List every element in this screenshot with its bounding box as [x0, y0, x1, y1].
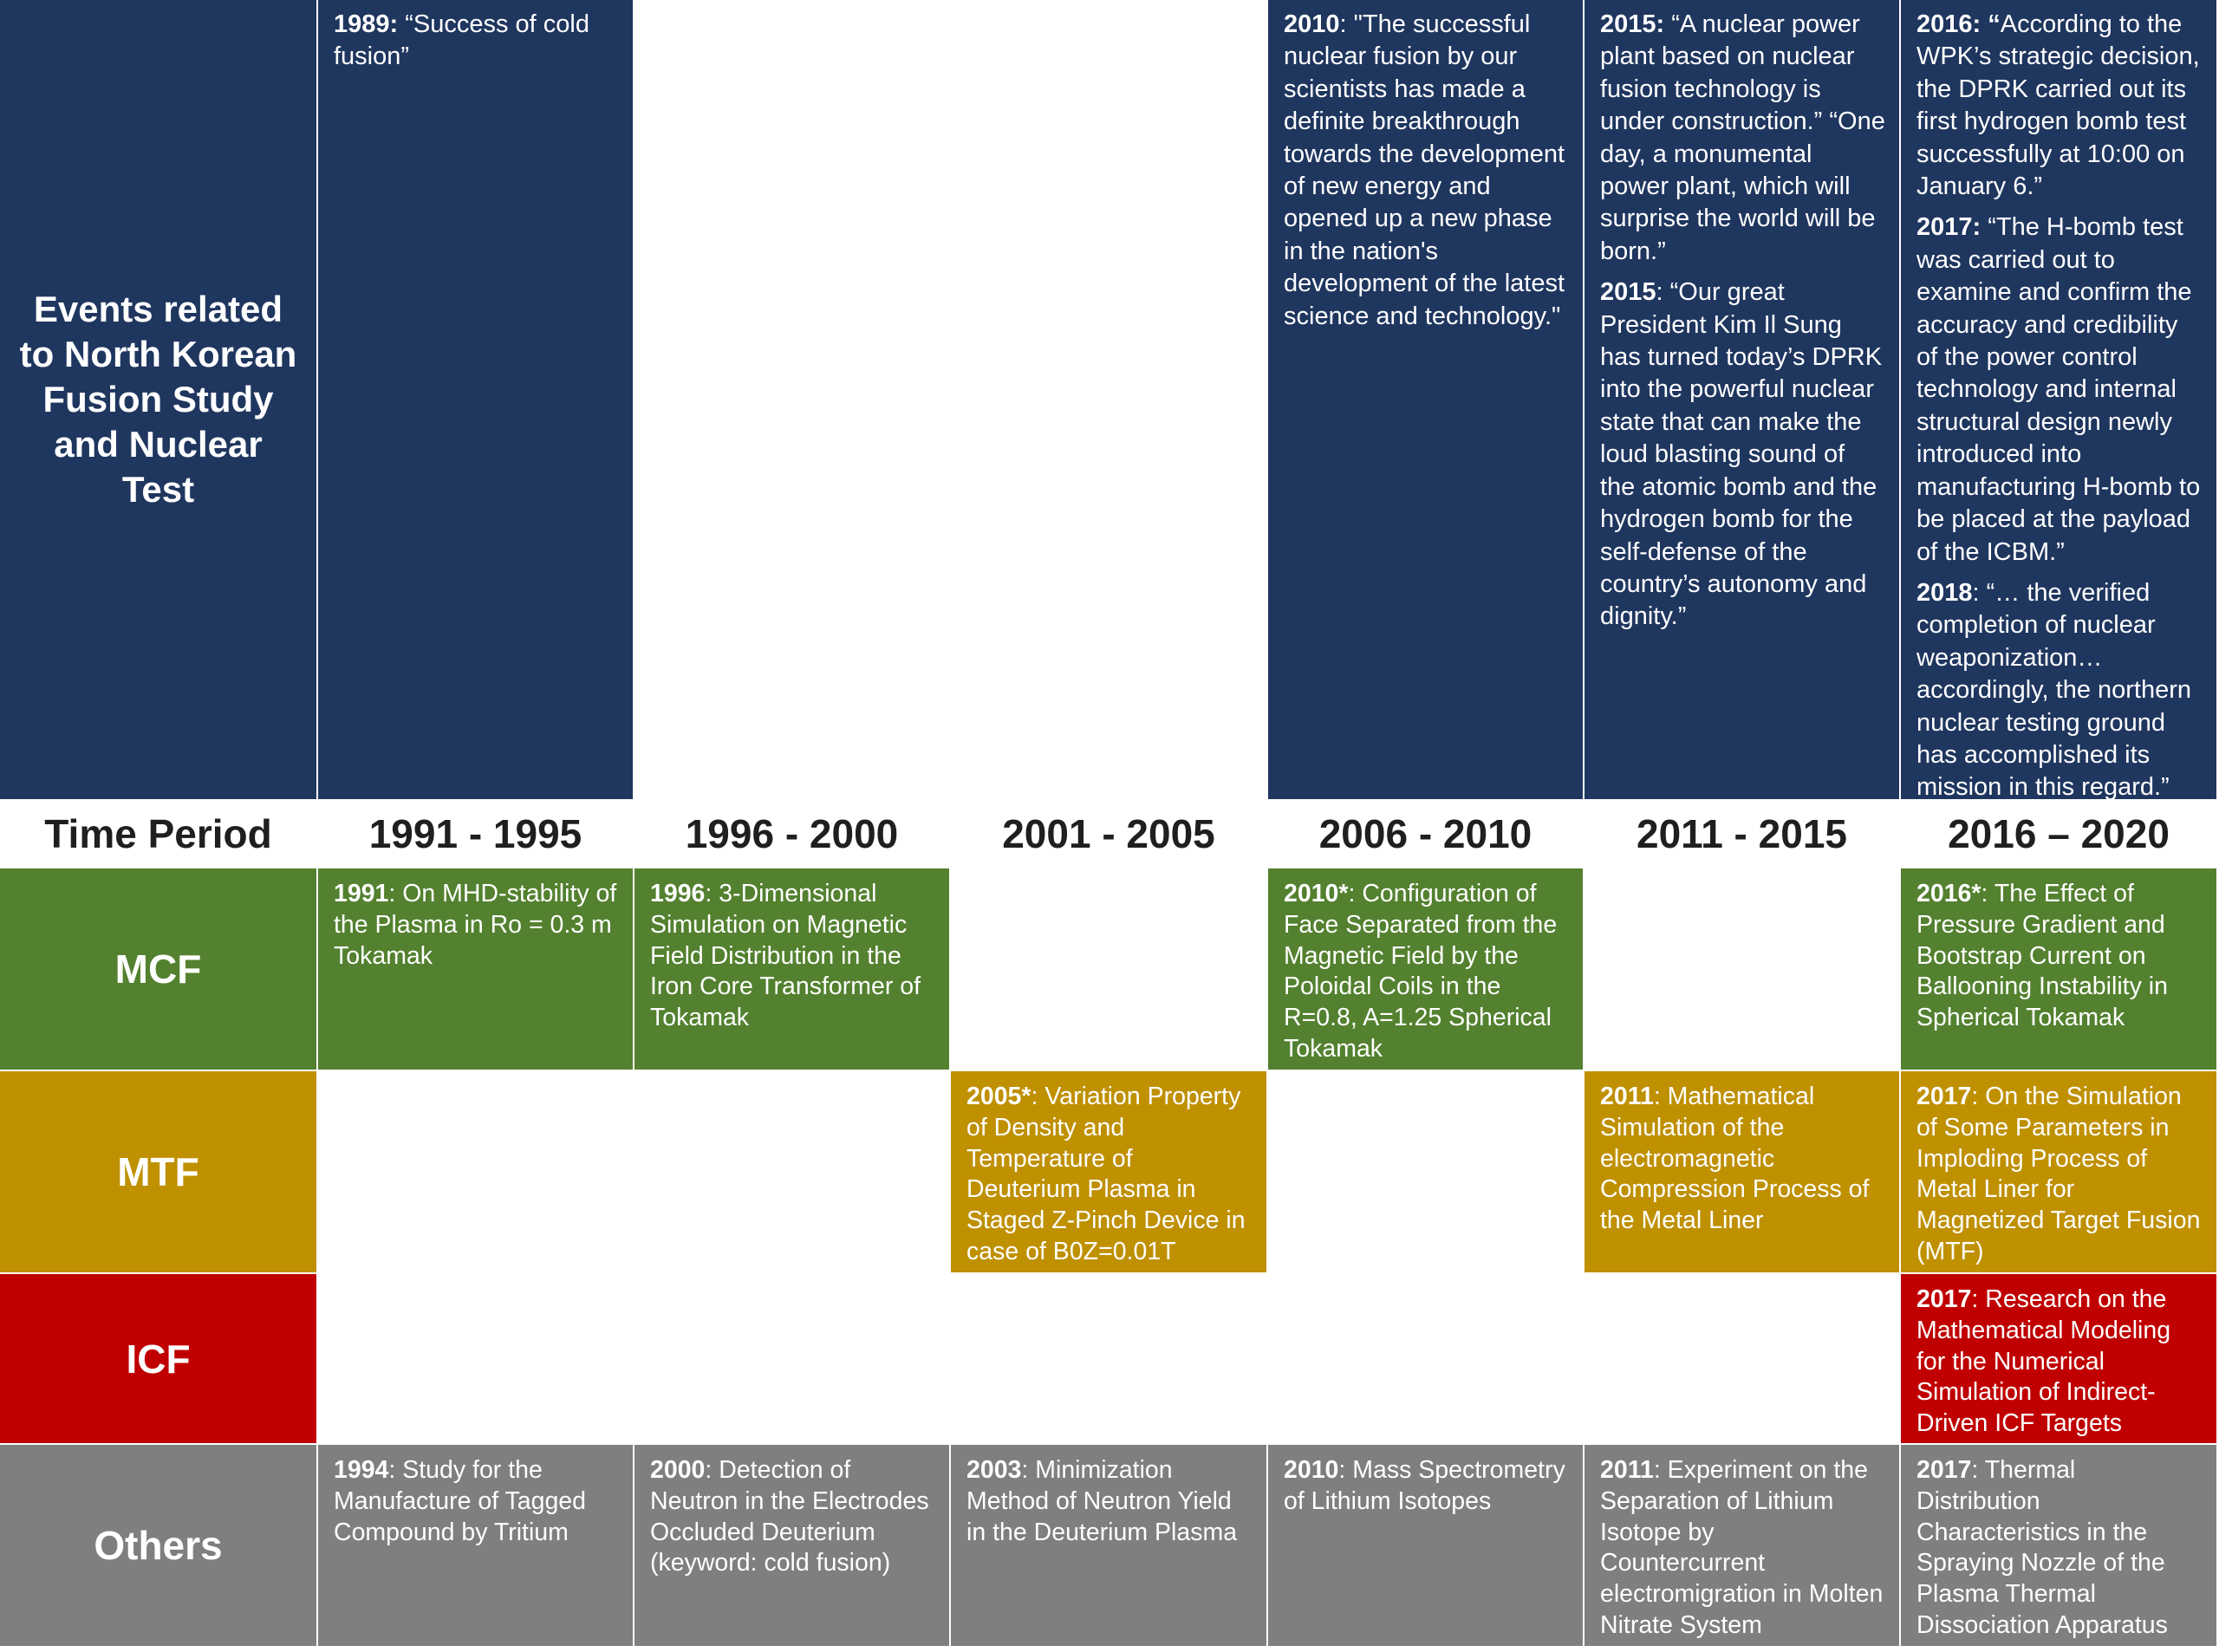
entry-text: : Variation Property of Density and Temp… [966, 1083, 1246, 1265]
entry-year: 2005* [966, 1083, 1031, 1110]
entry-year: 2015: [1600, 10, 1665, 38]
mcf-cell-1: 1991: On MHD-stability of the Plasma in … [318, 868, 633, 1070]
event-entry: 2016: “According to the WPK’s strategic … [1916, 9, 2203, 203]
period-header-5: 2011 - 2015 [1585, 801, 1899, 867]
mtf-cell-3: 2005*: Variation Property of Density and… [951, 1071, 1266, 1272]
entry-year: 2010 [1284, 1456, 1339, 1484]
entry-year: 1996 [650, 880, 706, 907]
event-entry: 2018: “… the verified completion of nucl… [1916, 577, 2203, 799]
mcf-cell-4: 2010*: Configuration of Face Separated f… [1268, 868, 1583, 1070]
event-entry: 2017: “The H-bomb test was carried out t… [1916, 211, 2203, 568]
entry-year: 2016* [1916, 880, 1981, 907]
entry-year: 1989: [334, 10, 399, 38]
others-cell-1: 1994: Study for the Manufacture of Tagge… [318, 1445, 633, 1646]
entry-text: : "The successful nuclear fusion by our … [1284, 10, 1565, 330]
mcf-cell-6: 2016*: The Effect of Pressure Gradient a… [1901, 868, 2216, 1070]
others-cell-3: 2003: Minimization Method of Neutron Yie… [951, 1445, 1266, 1646]
entry-text: : On MHD-stability of the Plasma in Ro =… [334, 880, 617, 970]
entry-year: 1991 [334, 880, 389, 907]
entry-year: 2010 [1284, 10, 1340, 38]
period-header-1: 1991 - 1995 [318, 801, 633, 867]
entry-year: 2018 [1916, 578, 1973, 607]
mcf-row-label: MCF [0, 868, 316, 1070]
entry-year: 2017 [1916, 1083, 1972, 1110]
entry-text: According to the WPK’s strategic decisio… [1916, 10, 2200, 201]
others-cell-4: 2010: Mass Spectrometry of Lithium Isoto… [1268, 1445, 1583, 1646]
mtf-cell-6: 2017: On the Simulation of Some Paramete… [1901, 1071, 2216, 1272]
events-cell-4: 2010: "The successful nuclear fusion by … [1268, 0, 1583, 799]
entry-year: 2017: [1916, 213, 1981, 242]
events-row-label: Events related to North Korean Fusion St… [0, 0, 316, 799]
mcf-cell-2: 1996: 3-Dimensional Simulation on Magnet… [634, 868, 949, 1070]
entry-text: : Configuration of Face Separated from t… [1284, 880, 1558, 1063]
others-cell-2: 2000: Detection of Neutron in the Electr… [634, 1445, 949, 1646]
icf-cell-6: 2017: Research on the Mathematical Model… [1901, 1274, 2216, 1443]
event-entry: 1989: “Success of cold fusion” [334, 9, 619, 74]
entry-text: “A nuclear power plant based on nuclear … [1600, 10, 1885, 265]
time-period-label: Time Period [0, 801, 316, 867]
events-cell-6: 2016: “According to the WPK’s strategic … [1901, 0, 2216, 799]
entry-text: : 3-Dimensional Simulation on Magnetic F… [650, 880, 921, 1032]
entry-text: : Mathematical Simulation of the electro… [1600, 1083, 1870, 1235]
entry-text: “The H-bomb test was carried out to exam… [1916, 213, 2201, 566]
entry-text: : Study for the Manufacture of Tagged Co… [334, 1456, 587, 1546]
entry-text: : Minimization Method of Neutron Yield i… [966, 1456, 1238, 1546]
mtf-row-label: MTF [0, 1071, 316, 1272]
entry-text: : Detection of Neutron in the Electrodes… [650, 1456, 929, 1577]
entry-year: 2017 [1916, 1285, 1972, 1313]
entry-text: : Mass Spectrometry of Lithium Isotopes [1284, 1456, 1565, 1515]
period-header-3: 2001 - 2005 [951, 801, 1266, 867]
entry-year: 2003 [966, 1456, 1022, 1484]
entry-text: : “… the verified completion of nuclear … [1916, 578, 2192, 799]
entry-year: 1994 [334, 1456, 389, 1484]
entry-year: 2015 [1600, 278, 1656, 307]
entry-text: “Success of cold fusion” [334, 10, 589, 71]
events-cell-1: 1989: “Success of cold fusion” [318, 0, 633, 799]
others-row-label: Others [0, 1445, 316, 1646]
entry-year: 2000 [650, 1456, 706, 1484]
entry-year: 2017 [1916, 1456, 1972, 1484]
entry-text: : “Our great President Kim Il Sung has t… [1600, 278, 1883, 631]
entry-text: : Thermal Distribution Characteristics i… [1916, 1456, 2168, 1639]
event-entry: 2015: “Our great President Kim Il Sung h… [1600, 276, 1885, 633]
entry-year: 2011 [1600, 1083, 1654, 1110]
event-entry: 2010: "The successful nuclear fusion by … [1284, 9, 1569, 333]
entry-year: 2011 [1600, 1456, 1654, 1484]
icf-row-label: ICF [0, 1274, 316, 1443]
mtf-cell-5: 2011: Mathematical Simulation of the ele… [1585, 1071, 1899, 1272]
period-header-2: 1996 - 2000 [634, 801, 949, 867]
entry-text: : On the Simulation of Some Parameters i… [1916, 1083, 2201, 1265]
entry-year: 2016: “ [1916, 10, 2001, 38]
others-cell-5: 2011: Experiment on the Separation of Li… [1585, 1445, 1899, 1646]
entry-text: : The Effect of Pressure Gradient and Bo… [1916, 880, 2168, 1032]
entry-text: : Experiment on the Separation of Lithiu… [1600, 1456, 1884, 1639]
entry-year: 2010* [1284, 880, 1349, 907]
period-header-6: 2016 – 2020 [1901, 801, 2216, 867]
entry-text: : Research on the Mathematical Modeling … [1916, 1285, 2171, 1438]
events-cell-5: 2015: “A nuclear power plant based on nu… [1585, 0, 1899, 799]
event-entry: 2015: “A nuclear power plant based on nu… [1600, 9, 1885, 268]
others-cell-6: 2017: Thermal Distribution Characteristi… [1901, 1445, 2216, 1646]
period-header-4: 2006 - 2010 [1268, 801, 1583, 867]
